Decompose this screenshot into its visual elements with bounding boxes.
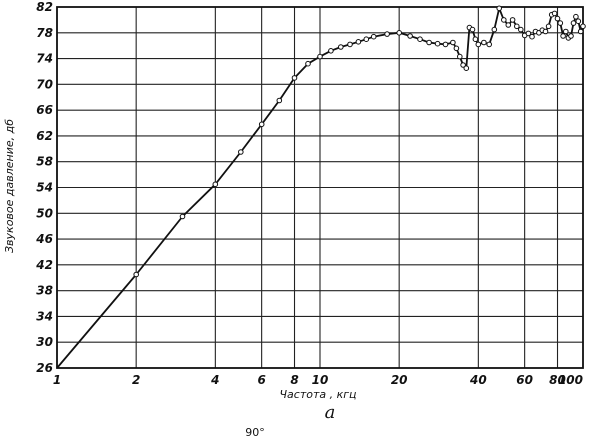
x-tick-label: 6 (257, 373, 265, 387)
data-point (347, 41, 353, 48)
data-point (514, 23, 520, 30)
data-point (551, 10, 558, 17)
data-point (560, 33, 566, 39)
data-point (370, 33, 377, 40)
x-tick-label: 40 (469, 373, 487, 387)
y-tick-label: 70 (36, 77, 53, 91)
plot-frame (56, 6, 584, 369)
data-point (434, 40, 441, 47)
data-point (317, 53, 323, 60)
data-point (291, 75, 298, 81)
y-tick-label: 54 (36, 181, 53, 195)
data-point (557, 20, 564, 26)
x-tick-label: 2 (132, 373, 140, 387)
data-point (573, 13, 579, 20)
y-tick-label: 78 (36, 26, 53, 40)
data-point (580, 23, 586, 30)
x-tick-label: 20 (391, 373, 408, 387)
data-point (396, 30, 403, 36)
data-point (577, 28, 584, 35)
data-point (542, 28, 549, 35)
data-point (258, 121, 265, 128)
data-point (417, 36, 423, 43)
y-tick-label: 50 (36, 206, 53, 220)
data-point (518, 26, 524, 33)
x-tick-label: 100 (558, 373, 583, 387)
y-tick-label: 82 (36, 0, 53, 14)
data-point (460, 62, 466, 68)
data-point (554, 15, 561, 22)
data-point (355, 39, 362, 45)
data-point (563, 28, 569, 35)
data-point (338, 44, 344, 50)
data-point (475, 41, 482, 48)
data-point (481, 39, 487, 46)
grid-lines (56, 6, 584, 369)
data-point (450, 39, 456, 46)
data-point (276, 97, 283, 104)
y-tick-label: 58 (36, 155, 53, 169)
x-tick-label: 10 (312, 373, 329, 387)
data-point (238, 149, 244, 155)
data-point (328, 48, 334, 54)
data-point (179, 213, 186, 220)
data-point (407, 33, 413, 39)
y-tick-label: 26 (36, 361, 53, 375)
data-point (305, 60, 311, 67)
y-tick-label: 42 (35, 258, 53, 272)
data-point (509, 17, 516, 23)
data-point (568, 33, 574, 39)
x-tick-label: 4 (210, 373, 219, 387)
data-point (486, 41, 493, 48)
y-tick-label: 34 (36, 309, 53, 323)
data-point (529, 33, 535, 40)
y-tick-label: 46 (35, 232, 53, 246)
y-tick-label: 30 (36, 335, 53, 349)
data-point (442, 41, 449, 48)
data-point (426, 39, 432, 46)
x-tick-label: 1 (53, 373, 61, 387)
data-points (133, 5, 586, 278)
x-tick-label: 80 (549, 373, 566, 387)
y-tick-label: 62 (36, 129, 53, 143)
y-tick-label: 38 (36, 284, 53, 298)
data-point (133, 271, 139, 278)
data-point (363, 36, 370, 43)
data-point (212, 181, 219, 188)
data-point (457, 53, 463, 60)
x-tick-label: 8 (290, 373, 298, 387)
data-point (472, 36, 479, 43)
y-tick-labels: 26 30 34 38 42 46 50 54 58 62 66 70 74 78 82 (35, 0, 53, 375)
data-point (469, 26, 476, 33)
data-point (570, 20, 577, 26)
x-axis-label: Частота , кгц (279, 388, 356, 401)
y-axis-label: Звуковое давление, дб (3, 119, 16, 253)
y-tick-label: 74 (36, 52, 53, 66)
x-tick-label: 60 (516, 373, 533, 387)
data-point (463, 65, 470, 71)
data-point (453, 45, 460, 52)
data-point (496, 5, 503, 12)
y-tick-label: 66 (36, 103, 53, 117)
data-point (575, 18, 582, 25)
panel-label: а (325, 402, 336, 423)
data-point (491, 26, 498, 33)
data-point (525, 30, 532, 37)
data-point (545, 23, 552, 30)
data-point (501, 17, 507, 23)
caption-text: 90° (245, 426, 265, 439)
data-point (505, 22, 512, 28)
data-point (384, 31, 390, 37)
